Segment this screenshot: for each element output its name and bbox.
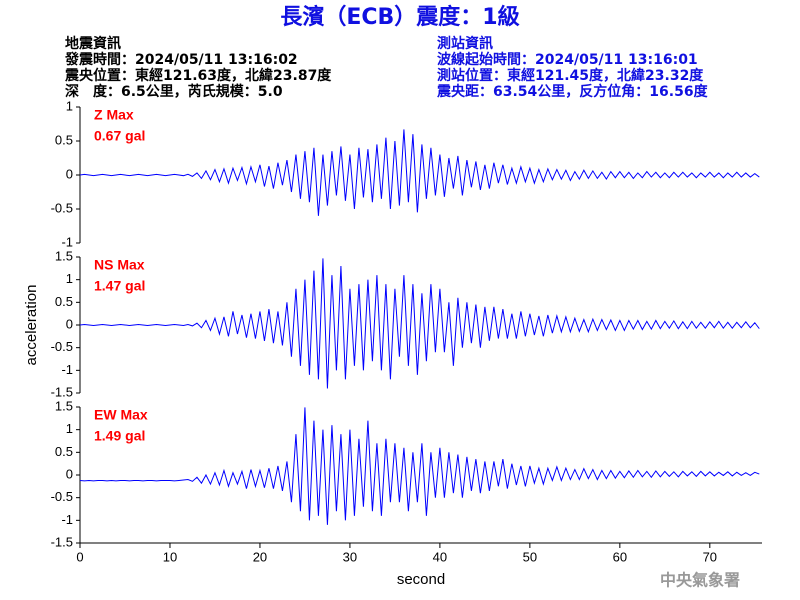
info-line: 測站位置：東經121.45度，北緯23.32度 bbox=[437, 67, 704, 84]
y-tick-label: 1 bbox=[66, 421, 73, 436]
annotation: 0.67 gal bbox=[94, 128, 145, 144]
y-tick-label: 0.5 bbox=[55, 444, 73, 459]
info-line: 測站資訊 bbox=[437, 35, 493, 52]
y-tick-label: 1.5 bbox=[55, 248, 73, 263]
y-tick-label: 0.5 bbox=[55, 132, 73, 147]
info-line: 震央位置：東經121.63度，北緯23.87度 bbox=[64, 67, 332, 84]
y-tick-label: 0.5 bbox=[55, 294, 73, 309]
waveform bbox=[79, 258, 760, 389]
x-tick-label: 20 bbox=[253, 549, 267, 564]
y-tick-label: 0 bbox=[66, 316, 73, 331]
y-tick-label: 1.5 bbox=[55, 398, 73, 413]
y-tick-label: -1 bbox=[61, 512, 73, 527]
info-line: 發震時間：2024/05/11 13:16:02 bbox=[64, 51, 298, 68]
x-tick-label: 30 bbox=[343, 549, 357, 564]
annotation: 1.49 gal bbox=[94, 428, 145, 444]
y-tick-label: -1 bbox=[61, 362, 73, 377]
x-tick-label: 50 bbox=[523, 549, 537, 564]
info-line: 震央距：63.54公里，反方位角：16.56度 bbox=[436, 83, 709, 100]
title: 長濱（ECB）震度：1級 bbox=[280, 4, 519, 30]
x-tick-label: 70 bbox=[703, 549, 717, 564]
footer: 中央氣象署 bbox=[660, 571, 740, 590]
annotation: Z Max bbox=[94, 107, 134, 123]
y-tick-label: 1 bbox=[66, 98, 73, 113]
x-tick-label: 40 bbox=[433, 549, 447, 564]
x-tick-label: 60 bbox=[613, 549, 627, 564]
y-tick-label: 0 bbox=[66, 466, 73, 481]
y-tick-label: -0.5 bbox=[51, 489, 73, 504]
info-line: 波線起始時間：2024/05/11 13:16:01 bbox=[437, 51, 698, 68]
x-tick-label: 10 bbox=[163, 549, 177, 564]
waveform bbox=[79, 129, 760, 216]
waveform bbox=[79, 407, 760, 525]
y-axis-label: acceleration bbox=[23, 285, 40, 366]
annotation: NS Max bbox=[94, 257, 145, 273]
info-line: 深 度：6.5公里，芮氏規模：5.0 bbox=[65, 83, 283, 100]
info-line: 地震資訊 bbox=[65, 35, 121, 52]
y-tick-label: -1 bbox=[61, 234, 73, 249]
x-tick-label: 0 bbox=[76, 549, 83, 564]
y-tick-label: -0.5 bbox=[51, 339, 73, 354]
x-axis-label: second bbox=[397, 571, 445, 588]
annotation: 1.47 gal bbox=[94, 278, 145, 294]
y-tick-label: -1.5 bbox=[51, 534, 73, 549]
y-tick-label: 1 bbox=[66, 271, 73, 286]
y-tick-label: 0 bbox=[66, 166, 73, 181]
y-tick-label: -1.5 bbox=[51, 384, 73, 399]
y-tick-label: -0.5 bbox=[51, 200, 73, 215]
annotation: EW Max bbox=[94, 407, 148, 423]
